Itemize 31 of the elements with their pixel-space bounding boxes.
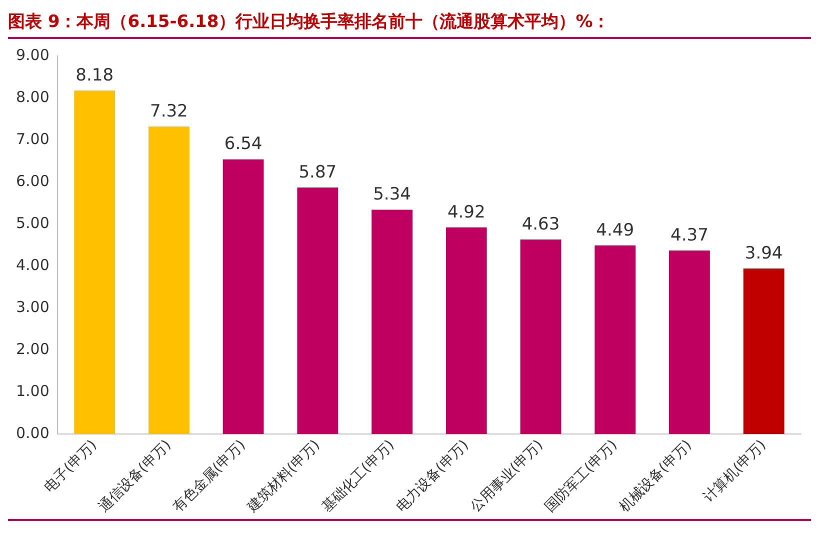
data-label: 4.49 <box>596 220 634 240</box>
data-label: 4.63 <box>522 214 560 234</box>
data-label: 3.94 <box>744 243 783 264</box>
bar <box>520 240 562 434</box>
y-tick-label: 2.00 <box>16 340 50 358</box>
bar <box>222 159 264 434</box>
bar <box>669 250 710 434</box>
y-tick-label: 9.00 <box>16 46 50 64</box>
data-label: 4.92 <box>447 202 486 222</box>
data-label: 7.32 <box>150 101 188 122</box>
bar <box>372 210 412 434</box>
y-tick-label: 5.00 <box>16 214 50 232</box>
bar <box>594 245 636 434</box>
y-tick-label: 1.00 <box>16 382 50 400</box>
data-label: 4.37 <box>670 225 708 246</box>
bar <box>74 90 116 434</box>
bar <box>446 227 487 434</box>
bar <box>148 126 190 434</box>
y-tick-label: 7.00 <box>16 130 50 148</box>
y-tick-label: 4.00 <box>16 256 50 274</box>
data-label: 5.34 <box>373 184 411 205</box>
chart-title: 图表 9：本周（6.15-6.18）行业日均换手率排名前十（流通股算术平均）%： <box>8 11 611 34</box>
data-label: 5.87 <box>298 162 337 182</box>
y-tick-label: 6.00 <box>16 172 50 190</box>
data-label: 8.18 <box>76 65 114 86</box>
y-tick-label: 3.00 <box>16 298 50 316</box>
y-tick-label: 8.00 <box>16 88 50 106</box>
x-tick-label: 计算机(申万) <box>700 437 770 506</box>
bar <box>743 268 784 434</box>
data-label: 6.54 <box>224 134 262 154</box>
bar <box>297 187 338 434</box>
